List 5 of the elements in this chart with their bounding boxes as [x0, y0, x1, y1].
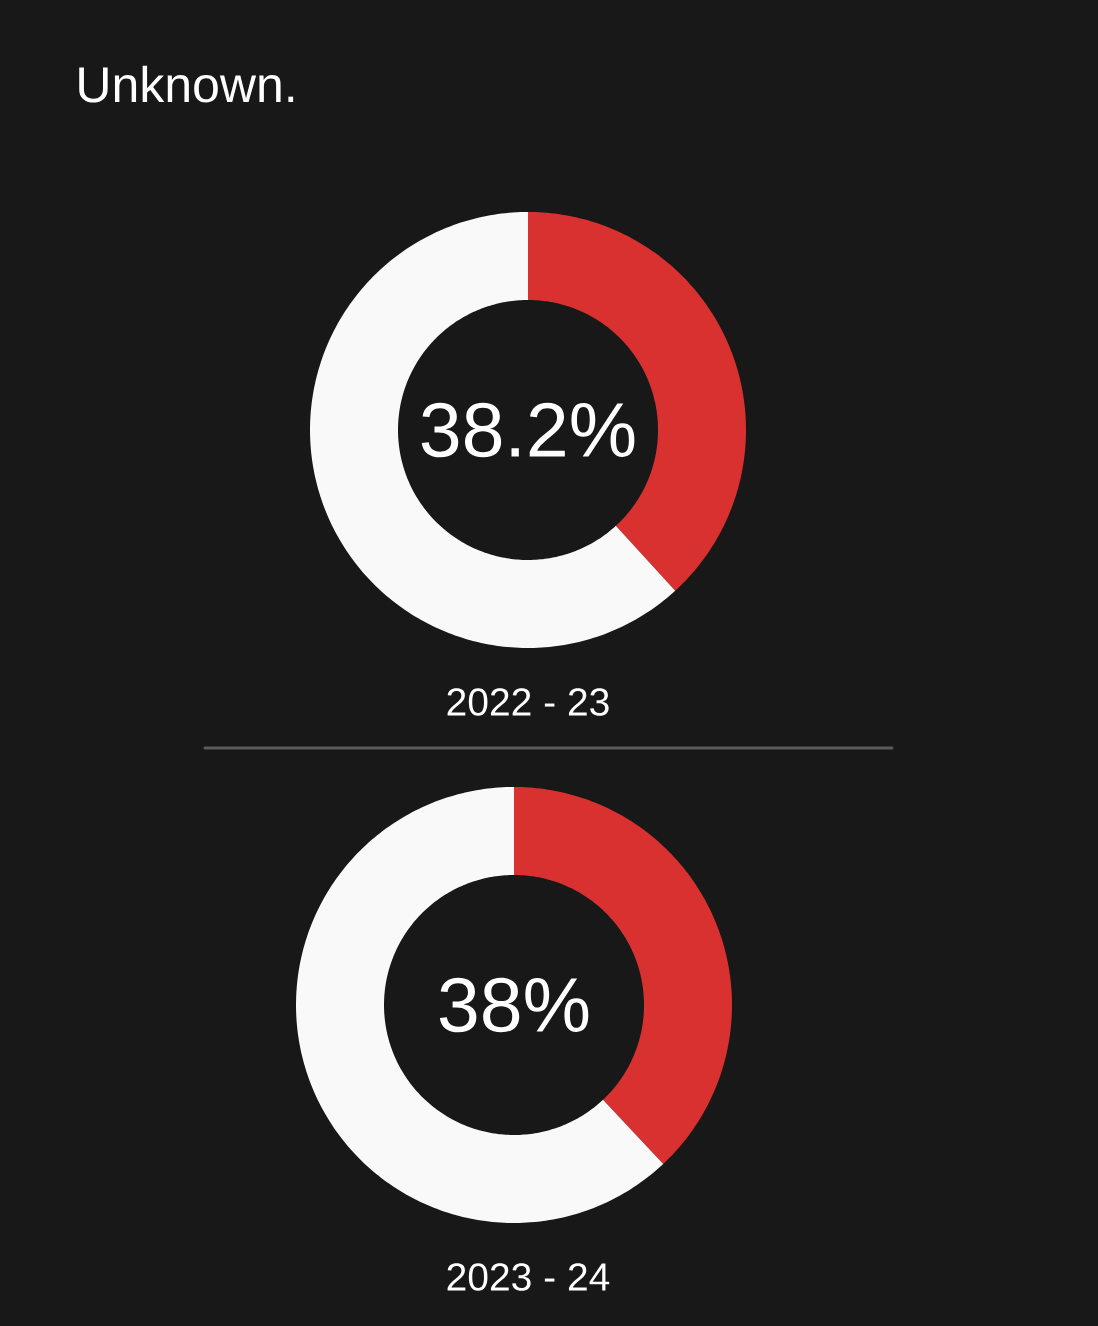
data-label: 38%	[439, 977, 589, 1033]
text: 2022 - 23	[447, 688, 609, 716]
data-label: 38.2%	[421, 402, 635, 458]
text: 2023 - 24	[447, 1263, 610, 1291]
chart-title: Unknown.	[79, 65, 294, 103]
